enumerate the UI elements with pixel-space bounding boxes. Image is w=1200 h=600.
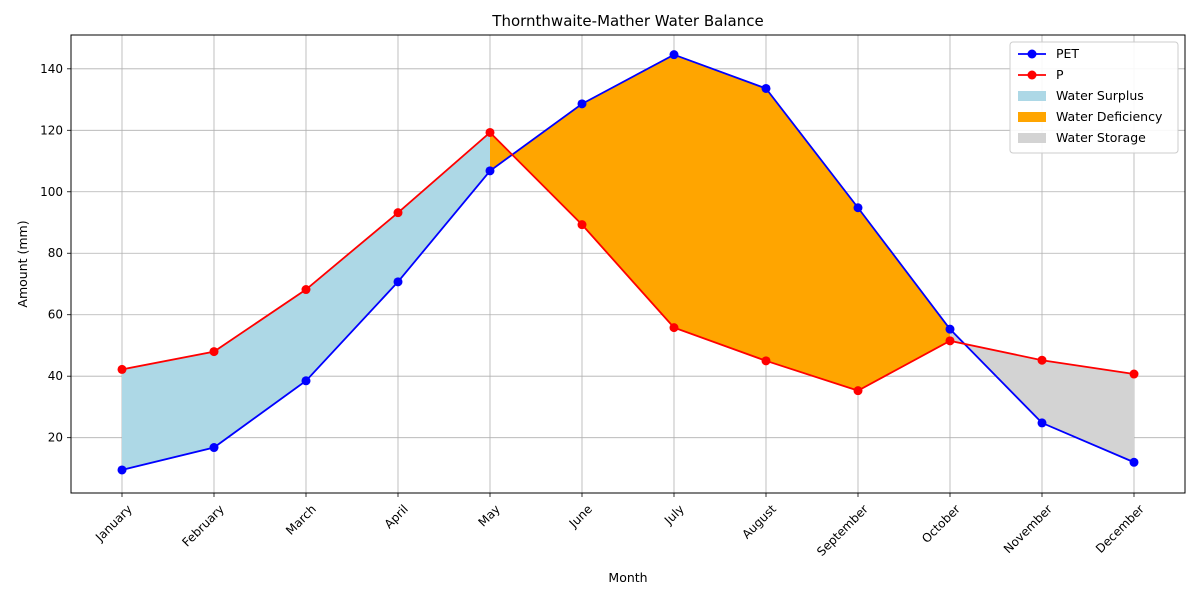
- x-axis-label: Month: [608, 570, 647, 585]
- x-tick-label: August: [739, 502, 779, 542]
- data-point-p: [301, 285, 311, 295]
- legend-patch-swatch: [1018, 133, 1046, 143]
- data-point-p: [761, 356, 771, 366]
- axes-frame: [70, 34, 1186, 494]
- legend-marker: [1027, 49, 1037, 59]
- x-tick-label: March: [283, 502, 319, 538]
- y-tick-label: 140: [40, 62, 63, 76]
- y-tick-label: 120: [40, 123, 63, 137]
- data-point-pet: [669, 50, 679, 60]
- data-point-p: [1129, 369, 1139, 379]
- series-line-p: [121, 131, 1135, 392]
- data-point-pet: [577, 99, 587, 109]
- data-point-p: [669, 323, 679, 333]
- y-tick-label: 20: [48, 431, 63, 445]
- legend-marker: [1027, 70, 1037, 80]
- legend-label: P: [1056, 67, 1064, 82]
- data-point-p: [209, 347, 219, 357]
- data-point-pet: [301, 376, 311, 386]
- legend-box: [1009, 41, 1179, 154]
- legend-patch-swatch: [1018, 91, 1046, 101]
- data-point-pet: [945, 324, 955, 334]
- x-tick-labels: January February March April May June July Augu…: [92, 493, 1147, 559]
- x-tick-label: January: [92, 502, 135, 545]
- series-lines: [117, 50, 1139, 475]
- x-tick-label: April: [382, 502, 411, 531]
- x-tick-label: November: [1001, 502, 1055, 556]
- data-point-p: [1037, 355, 1047, 365]
- data-point-p: [485, 127, 495, 137]
- legend: PET P Water Surplus Water Deficiency Water S…: [1009, 41, 1179, 154]
- legend-label: Water Deficiency: [1056, 109, 1163, 124]
- legend-label: Water Storage: [1056, 130, 1146, 145]
- data-point-pet: [393, 277, 403, 287]
- y-tick-label: 100: [40, 185, 63, 199]
- y-tick-label: 60: [48, 308, 63, 322]
- legend-label: PET: [1056, 46, 1079, 61]
- legend-label: Water Surplus: [1056, 88, 1144, 103]
- data-point-pet: [485, 166, 495, 176]
- fill-water-deficiency: [490, 54, 950, 391]
- data-point-pet: [761, 83, 771, 93]
- data-point-pet: [117, 465, 127, 475]
- x-tick-label: June: [566, 502, 595, 531]
- data-point-pet: [1037, 418, 1047, 428]
- x-tick-label: October: [919, 502, 963, 546]
- chart-title: Thornthwaite-Mather Water Balance: [491, 12, 763, 30]
- data-point-p: [393, 208, 403, 218]
- x-tick-label: May: [475, 502, 502, 529]
- x-tick-label: December: [1093, 502, 1147, 556]
- y-tick-label: 80: [48, 246, 63, 260]
- data-point-pet: [209, 443, 219, 453]
- fill-water-storage: [950, 329, 1134, 463]
- legend-patch-swatch: [1018, 112, 1046, 122]
- x-tick-label: July: [661, 502, 687, 528]
- data-point-p: [117, 364, 127, 374]
- y-tick-label: 40: [48, 369, 63, 383]
- data-point-pet: [1129, 457, 1139, 467]
- data-point-p: [577, 220, 587, 230]
- x-tick-label: February: [179, 502, 227, 550]
- x-tick-label: September: [814, 502, 871, 559]
- data-point-pet: [853, 203, 863, 213]
- axes: [70, 34, 1186, 494]
- data-point-p: [853, 386, 863, 396]
- y-tick-labels: 20 40 60 80 100 120 140: [40, 62, 71, 445]
- y-axis-label: Amount (mm): [15, 220, 30, 307]
- data-point-p: [945, 336, 955, 346]
